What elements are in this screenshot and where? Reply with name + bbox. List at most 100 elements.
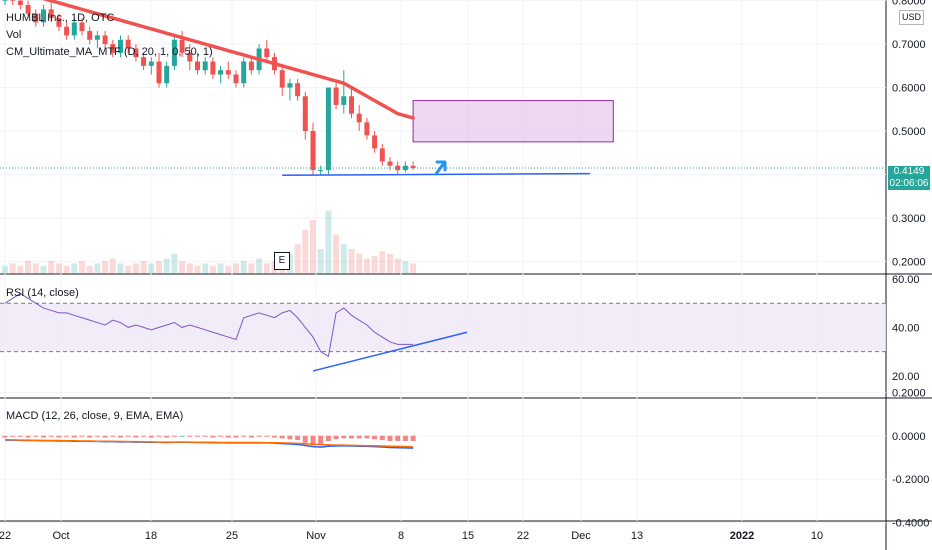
bar-countdown: 02:06:06: [889, 178, 929, 189]
candle-body: [179, 39, 185, 53]
candle-body: [156, 61, 162, 84]
rsi-tick-label: 20.00: [892, 371, 920, 383]
candle-body: [310, 131, 316, 171]
earnings-marker[interactable]: E: [274, 252, 290, 270]
price-tick-label: 0.7000: [892, 39, 926, 51]
candle-body: [41, 9, 46, 23]
volume-bar: [348, 249, 355, 273]
macd-tick-label: 0.2000: [892, 387, 926, 399]
volume-bar: [132, 263, 139, 273]
last-price-label: 0.4149 02:06:06: [888, 166, 930, 190]
candle-body: [25, 5, 31, 14]
x-tick-label: Oct: [52, 530, 69, 542]
macd-histogram-bar: [364, 435, 370, 439]
candle-body: [333, 87, 339, 105]
volume-bar: [55, 263, 62, 273]
candle-body: [133, 48, 139, 58]
volume-bar: [356, 253, 363, 273]
macd-histogram-bar: [56, 435, 62, 438]
volume-bar: [109, 258, 116, 273]
volume-bar: [25, 261, 32, 273]
x-tick-label: 22: [517, 530, 529, 542]
candle-body: [233, 74, 239, 84]
candle-body: [164, 65, 170, 84]
macd-histogram-bar: [241, 435, 247, 437]
macd-histogram-bar: [187, 435, 193, 437]
macd-histogram-bar: [410, 435, 416, 441]
candle-body: [341, 96, 347, 105]
price-tick-label: 0.8000: [892, 0, 926, 8]
candle-body: [187, 52, 193, 62]
x-tick-label: Nov: [306, 530, 326, 542]
x-tick-label: 10: [811, 530, 823, 542]
x-tick-label: Dec: [571, 530, 591, 542]
macd-histogram-bar: [333, 435, 339, 440]
legend-ma-indicator[interactable]: CM_Ultimate_MA_MTF (D, 20, 1, 0, 50, 1): [6, 46, 213, 58]
candle-body: [302, 96, 308, 131]
volume-bar: [186, 263, 193, 273]
macd-histogram-bar: [64, 435, 70, 437]
legend-macd[interactable]: MACD (12, 26, close, 9, EMA, EMA): [6, 410, 184, 422]
volume-bar: [140, 261, 147, 273]
volume-bar: [79, 261, 85, 273]
volume-bar: [363, 258, 370, 273]
macd-histogram-bar: [325, 435, 331, 441]
candle-body: [56, 18, 62, 27]
candle-body: [195, 61, 200, 71]
moving-average-line: [42, 0, 415, 120]
x-tick-label: 2022: [730, 530, 754, 542]
candle-body: [64, 26, 70, 36]
legend-volume[interactable]: Vol: [6, 29, 22, 41]
price-tick-label: 0.2000: [892, 256, 926, 268]
macd-histogram-bar: [210, 435, 216, 438]
macd-histogram-bar: [102, 435, 108, 438]
macd-histogram-bar: [287, 435, 293, 440]
candle-body: [202, 61, 208, 71]
legend-rsi[interactable]: RSI (14, close): [6, 287, 79, 299]
rsi-band: [0, 303, 886, 352]
macd-histogram-bar: [133, 435, 139, 438]
macd-histogram-bar: [118, 435, 123, 438]
rsi-line: [4, 292, 414, 358]
volume-bar: [394, 258, 401, 273]
candle-body: [241, 61, 247, 84]
x-tick-label: 18: [145, 530, 157, 542]
x-tick-label: 15: [462, 530, 474, 542]
rsi-tick-label: 40.00: [892, 322, 920, 334]
candle-body: [356, 113, 362, 123]
macd-histogram-bar: [2, 435, 8, 438]
macd-histogram-bar: [48, 435, 54, 437]
volume-bar: [263, 263, 270, 273]
candle-body: [94, 35, 100, 40]
candle-body: [295, 83, 301, 97]
volume-bar: [294, 244, 301, 273]
macd-histogram-bar: [341, 435, 347, 439]
volume-bar: [387, 253, 393, 273]
volume-bar: [40, 265, 47, 273]
legend-symbol[interactable]: HUMBL Inc., 1D, OTC: [6, 12, 115, 24]
candle-body: [17, 0, 23, 6]
candle-body: [71, 22, 77, 36]
candle-body: [372, 135, 378, 149]
volume-bar: [117, 263, 124, 273]
macd-histogram-bar: [218, 435, 224, 437]
candle-body: [318, 170, 324, 172]
volume-bar: [410, 263, 417, 273]
volume-bar: [48, 261, 55, 273]
macd-histogram-bar: [25, 435, 31, 438]
macd-histogram-bar: [256, 435, 262, 437]
macd-histogram-bar: [41, 435, 46, 438]
macd-histogram-bar: [94, 435, 100, 437]
macd-histogram-bar: [171, 435, 177, 437]
volume-bar: [202, 263, 209, 273]
volume-bar: [402, 261, 409, 273]
volume-bar: [310, 220, 316, 273]
rsi-trendline: [312, 331, 468, 372]
volume-bar: [209, 265, 216, 273]
candle-body: [225, 70, 231, 75]
macd-tick-label: -0.2000: [892, 474, 929, 486]
candle-body: [287, 83, 293, 88]
volume-bar: [340, 244, 347, 273]
macd-histogram-bar: [148, 435, 154, 438]
